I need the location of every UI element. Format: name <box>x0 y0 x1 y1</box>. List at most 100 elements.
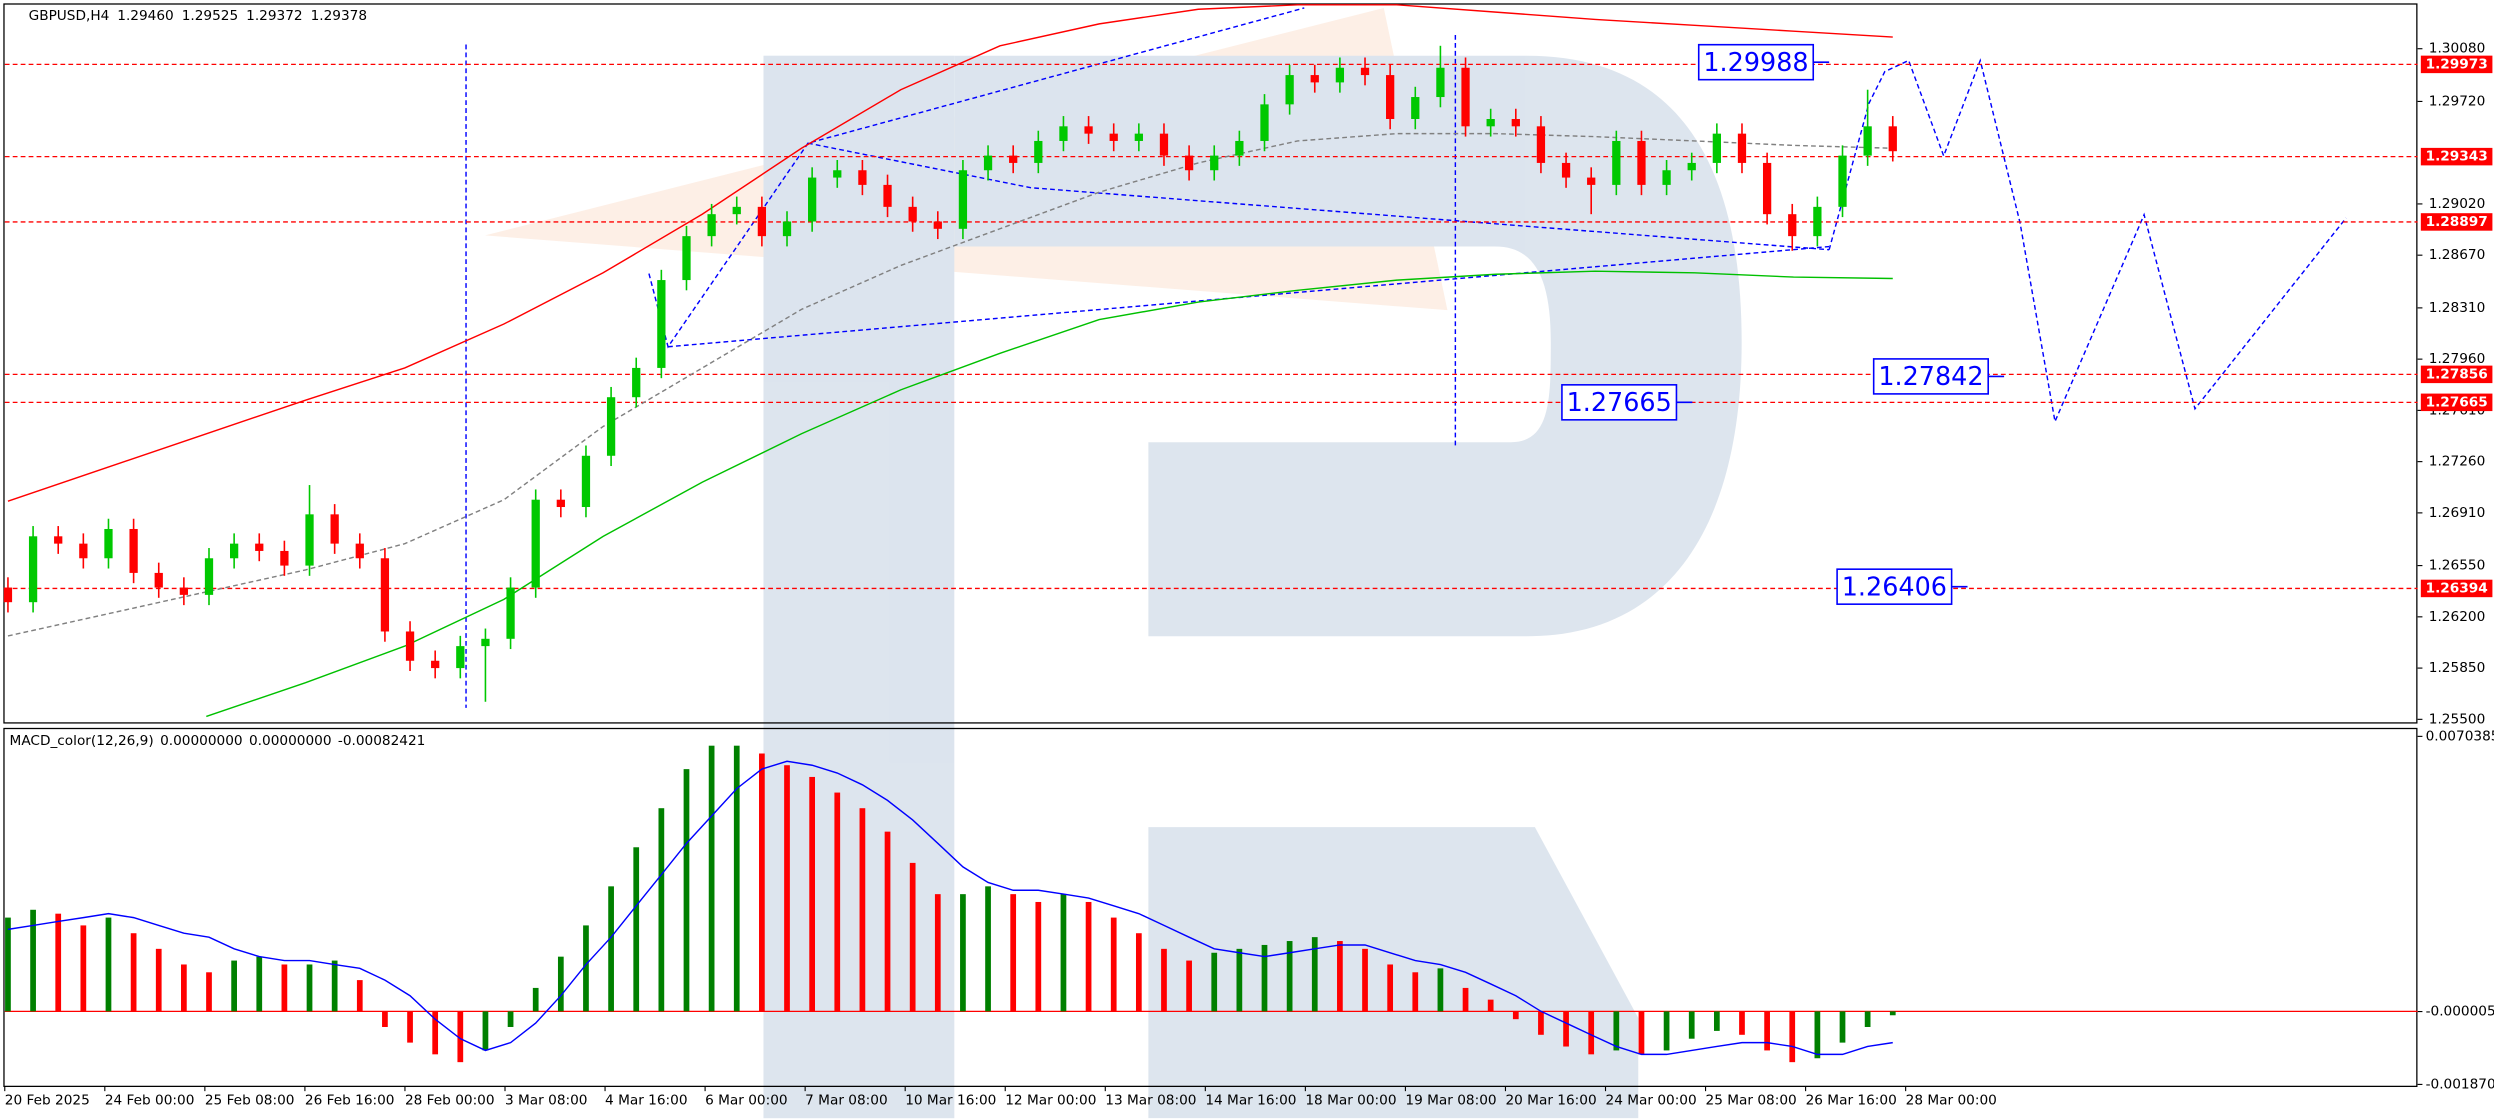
candle-body <box>204 558 214 595</box>
x-tick-label: 4 Mar 16:00 <box>605 1093 688 1109</box>
candle-body <box>481 638 490 647</box>
watermark <box>485 7 1742 1119</box>
watermark-bowl <box>954 55 1742 637</box>
macd-bar <box>1739 1011 1745 1035</box>
candle-body <box>1587 177 1596 185</box>
level-label: 1.29973 <box>2426 56 2488 72</box>
macd-bar <box>1337 941 1343 1012</box>
candle-body <box>1737 133 1747 163</box>
candle-body <box>1637 140 1646 185</box>
macd-bar <box>1060 894 1067 1012</box>
annotation-box <box>1836 568 1953 605</box>
forecast-path <box>1828 58 2347 425</box>
candle-body <box>1310 75 1319 83</box>
y-tick-label: -0.000005 <box>2426 1004 2494 1020</box>
level-tag <box>2420 365 2493 384</box>
level-tag <box>2420 213 2493 231</box>
candle-body <box>1059 126 1068 141</box>
macd-bar <box>231 960 237 1012</box>
candle-body <box>255 543 264 551</box>
candle-body <box>104 528 113 559</box>
candle-body <box>1863 126 1872 156</box>
y-tick-label: -0.001870 <box>2426 1076 2494 1092</box>
wave-path <box>648 7 1305 349</box>
macd-bar <box>683 769 690 1012</box>
macd-bar <box>960 894 966 1012</box>
macd-bar <box>1110 917 1117 1012</box>
macd-bar <box>1161 948 1167 1012</box>
candle-body <box>958 170 968 229</box>
x-tick-label: 25 Feb 08:00 <box>205 1093 295 1109</box>
candle-body <box>1411 97 1420 120</box>
x-tick-label: 20 Feb 2025 <box>5 1093 90 1109</box>
candle-body <box>1788 214 1797 237</box>
macd-bar <box>1412 972 1419 1012</box>
candle-body <box>908 206 917 222</box>
candle-body <box>456 646 465 669</box>
macd-bar <box>306 964 313 1012</box>
macd-bar <box>155 948 162 1012</box>
macd-bar <box>759 753 765 1012</box>
macd-bar <box>105 917 112 1012</box>
macd-bar <box>507 1011 514 1027</box>
header-value: -0.00082421 <box>338 733 425 749</box>
macd-bar <box>130 933 137 1012</box>
candle-body <box>129 528 138 573</box>
macd-bar <box>708 745 715 1012</box>
candle-body <box>782 221 792 237</box>
macd-bar <box>1211 952 1218 1012</box>
candle-body <box>1687 162 1696 171</box>
price-header: GBPUSD,H4 1.29460 1.29525 1.29372 1.29378 <box>29 8 367 24</box>
y-tick-label: 1.26550 <box>2429 558 2485 574</box>
macd-bar <box>1588 1011 1595 1055</box>
candle-body <box>1386 75 1395 120</box>
macd-bar <box>1512 1011 1519 1020</box>
annotation-box <box>1697 43 1815 81</box>
macd-bar <box>733 745 740 1012</box>
annotation-box <box>1561 384 1678 421</box>
macd-bar <box>1688 1011 1695 1039</box>
macd-bar <box>1538 1011 1544 1035</box>
candle-body <box>1009 155 1018 163</box>
x-tick-label: 26 Feb 16:00 <box>305 1093 395 1109</box>
y-tick-label: 1.28310 <box>2429 300 2485 316</box>
macd-bar <box>457 1011 464 1063</box>
x-tick-label: 3 Mar 08:00 <box>505 1093 588 1109</box>
price-panel <box>3 3 2418 724</box>
macd-panel <box>3 727 2418 1088</box>
macd-bar <box>80 925 87 1012</box>
macd-bar <box>206 972 212 1012</box>
candle-body <box>1360 67 1370 76</box>
candle-body <box>1486 119 1495 127</box>
candle-body <box>1034 140 1043 163</box>
watermark-leg <box>1148 827 1639 1119</box>
macd-bar <box>1437 968 1444 1012</box>
candle-body <box>1159 133 1169 156</box>
annotation-label: 1.27842 <box>1878 361 1983 391</box>
y-tick-label: 1.28670 <box>2429 247 2485 263</box>
moving-average <box>206 270 1893 718</box>
candle-body <box>1260 104 1269 141</box>
header-value: 1.29372 <box>246 8 302 24</box>
x-tick-label: 19 Mar 08:00 <box>1405 1093 1496 1109</box>
annotation-box <box>1872 358 1989 395</box>
x-tick-label: 12 Mar 00:00 <box>1005 1093 1096 1109</box>
macd-bar <box>608 886 614 1012</box>
candle-body <box>808 177 817 222</box>
macd-bar <box>1387 964 1394 1012</box>
y-tick-label: 1.30080 <box>2429 41 2485 57</box>
candle-body <box>1813 206 1822 237</box>
macd-bar <box>1814 1011 1821 1059</box>
x-tick-label: 18 Mar 00:00 <box>1305 1093 1396 1109</box>
macd-bar <box>1311 937 1318 1012</box>
level-label: 1.29343 <box>2426 149 2488 165</box>
candle-body <box>28 536 38 603</box>
macd-bar <box>1261 944 1268 1012</box>
macd-bar <box>809 776 816 1012</box>
level-tag <box>2420 147 2493 166</box>
macd-bar <box>281 964 288 1012</box>
macd-bar <box>1563 1011 1569 1047</box>
candle-body <box>405 631 415 661</box>
macd-bar <box>1864 1011 1871 1027</box>
